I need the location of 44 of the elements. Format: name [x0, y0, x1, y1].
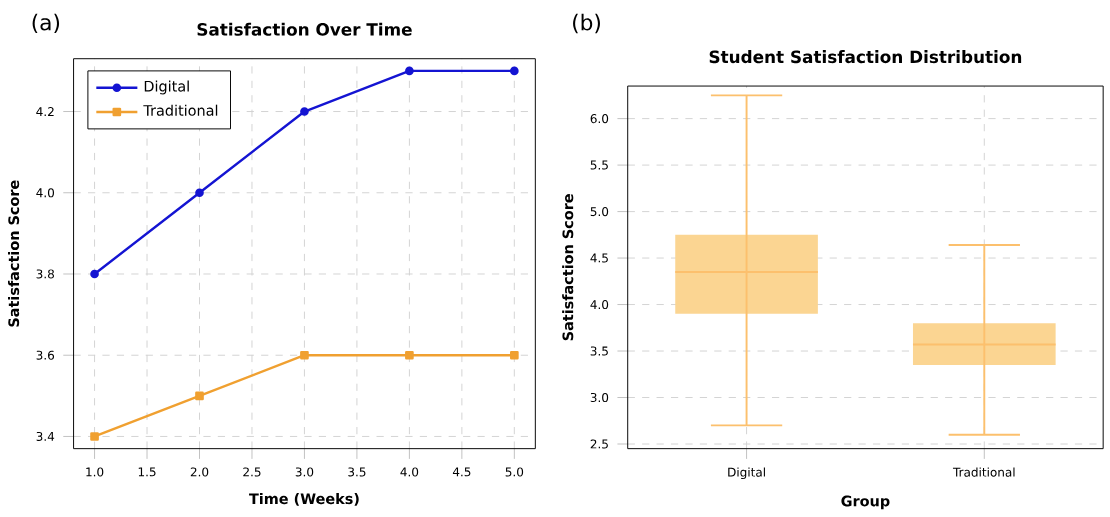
y-tick-label: 3.5 — [590, 346, 608, 356]
x-tick-label: 1.0 — [86, 467, 104, 477]
legend-label: Digital — [144, 80, 189, 95]
y-axis-title: Satisfaction Score — [8, 180, 20, 327]
y-tick-label: 3.8 — [36, 269, 54, 279]
point — [405, 350, 414, 360]
x-tick-label: 4.5 — [452, 467, 471, 477]
x-axis-title: Group — [841, 495, 890, 510]
y-tick-label: 3.4 — [36, 431, 55, 441]
y-tick-label: 6.0 — [590, 113, 609, 124]
y-tick-label: 5.0 — [590, 206, 609, 217]
y-tick-label: 3.6 — [36, 350, 55, 360]
text: (a) — [32, 13, 60, 33]
y-tick-label: 4.0 — [36, 188, 55, 198]
chart-title: Student Satisfaction Distribution — [709, 50, 1022, 64]
point — [195, 188, 204, 197]
x-tick-label: 1.5 — [138, 467, 156, 477]
x-tick-label: Traditional — [952, 467, 1015, 477]
x-tick-label: 2.0 — [190, 467, 209, 477]
x-tick-label: 2.5 — [243, 467, 261, 477]
y-tick-label: 4.5 — [590, 253, 608, 263]
point — [90, 269, 99, 279]
legend-label: Traditional — [143, 104, 218, 116]
point — [195, 391, 204, 401]
point — [510, 66, 519, 76]
x-tick-label: Digital — [728, 467, 765, 479]
y-tick-label: 3.0 — [590, 392, 609, 402]
y-tick-label: 5.5 — [590, 160, 608, 170]
y-tick-label: 4.0 — [590, 299, 609, 309]
point — [300, 350, 309, 360]
x-tick-label: 3.5 — [348, 467, 366, 477]
point — [405, 66, 414, 76]
text: (b) — [573, 13, 600, 34]
x-axis-title: Time (Weeks) — [249, 492, 359, 506]
y-tick-label: 2.5 — [590, 439, 608, 449]
point — [300, 107, 309, 116]
x-tick-label: 5.0 — [505, 467, 524, 477]
y-tick-label: 4.2 — [36, 106, 54, 116]
x-tick-label: 3.0 — [295, 467, 314, 477]
chart-title: Satisfaction Over Time — [197, 22, 412, 36]
y-axis-title: Satisfaction Score — [562, 193, 574, 341]
point — [90, 432, 99, 441]
point — [510, 350, 519, 360]
x-tick-label: 4.0 — [400, 467, 419, 477]
